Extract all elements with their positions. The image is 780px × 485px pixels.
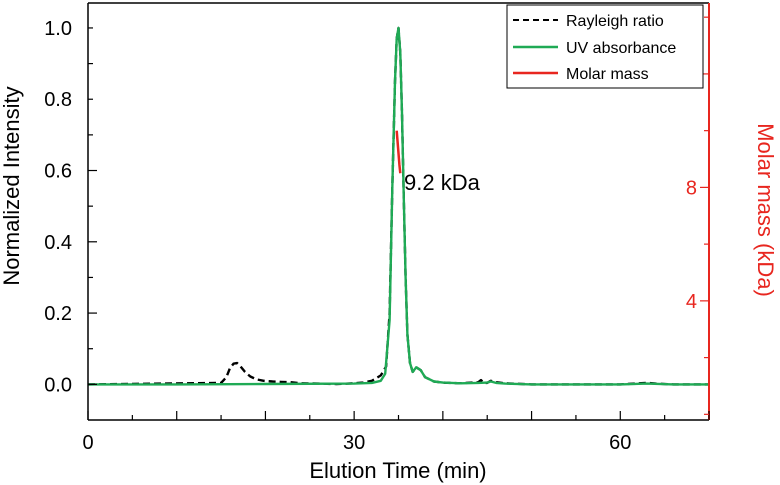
- y-tick-label: 0.4: [44, 232, 72, 254]
- y-tick-label: 0.2: [44, 303, 72, 325]
- y2-tick-label: 4: [686, 291, 697, 313]
- y-tick-label: 0.0: [44, 374, 72, 396]
- legend-item-molar: Molar mass: [513, 66, 649, 83]
- legend-label-uv: UV absorbance: [566, 40, 676, 57]
- y-tick-label: 0.6: [44, 161, 72, 183]
- series-line-uv-absorbance: [88, 26, 709, 386]
- legend-label-molar: Molar mass: [566, 66, 649, 83]
- right-axis-label: Molar mass (kDa): [753, 123, 778, 297]
- x-axis-label: Elution Time (min): [309, 458, 486, 483]
- y-tick-label: 0.8: [44, 89, 72, 111]
- legend-label-rayleigh: Rayleigh ratio: [566, 13, 664, 30]
- molar-mass-annotation: 9.2 kDa: [404, 170, 481, 195]
- y-tick-label: 1.0: [44, 18, 72, 40]
- series-line-molar-mass: [395, 130, 402, 174]
- legend-item-rayleigh: Rayleigh ratio: [513, 13, 664, 30]
- series-layer: [87, 26, 709, 386]
- y2-tick-label: 8: [686, 177, 697, 199]
- y-axis-label: Normalized Intensity: [0, 86, 24, 285]
- x-tick-label: 60: [609, 432, 631, 454]
- legend: Rayleigh ratio UV absorbance Molar mass: [506, 4, 704, 89]
- x-tick-label: 0: [82, 432, 93, 454]
- legend-item-uv: UV absorbance: [513, 40, 676, 57]
- x-tick-label: 30: [343, 432, 365, 454]
